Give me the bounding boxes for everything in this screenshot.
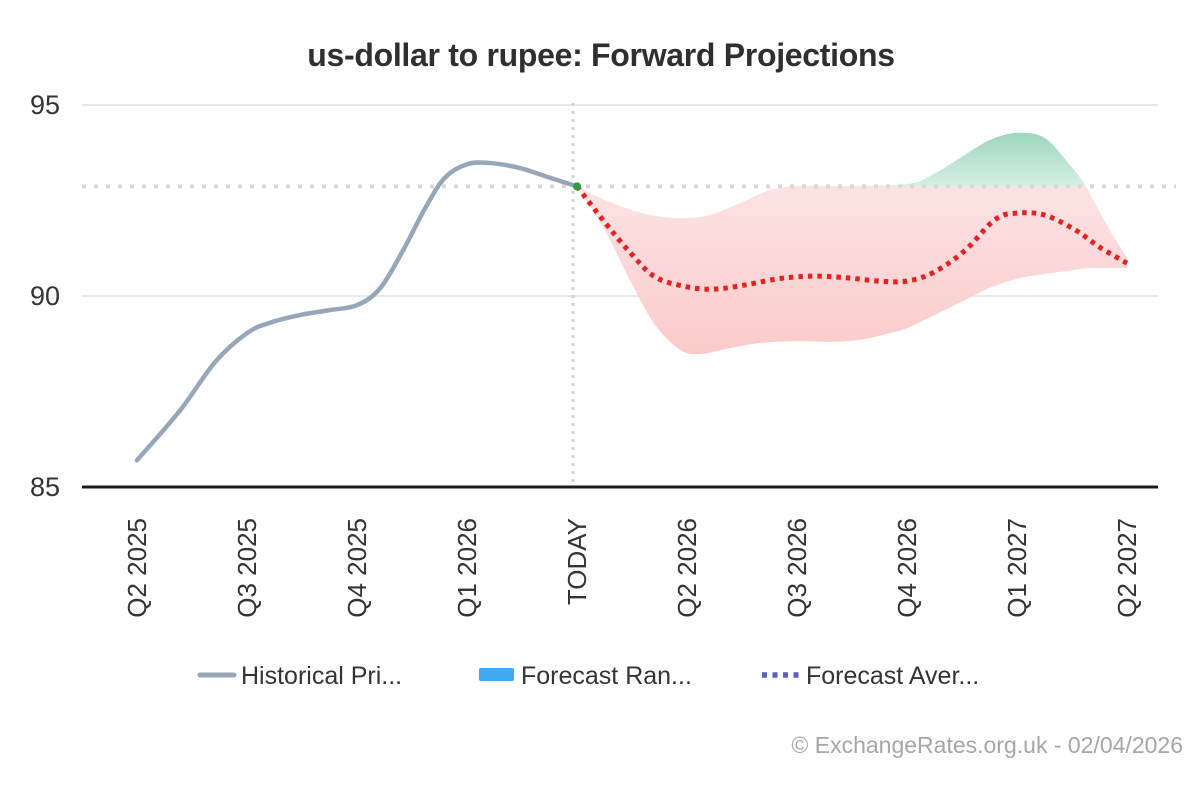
x-tick-label-q1-2027: Q1 2027	[1002, 518, 1032, 618]
forecast-range-swatch-icon	[479, 668, 514, 681]
x-tick-label-q2-2026: Q2 2026	[672, 518, 702, 618]
x-tick-label-q4-2026: Q4 2026	[892, 518, 922, 618]
y-tick-label-85: 85	[30, 472, 60, 502]
legend-label-historical-price: Historical Pri...	[241, 662, 402, 690]
today-marker-dot	[573, 182, 581, 191]
forecast-range-area-below	[577, 186, 1127, 355]
x-tick-label-today: TODAY	[562, 518, 592, 605]
today-guides-layer	[82, 103, 1176, 487]
chart-title: us-dollar to rupee: Forward Projections	[307, 37, 895, 73]
axis-ticks-layer: 85 90 95 Q2 2025 Q3 2025 Q4 2025 Q1 2026 TODAY Q…	[30, 90, 1142, 618]
series-lines-layer	[134, 160, 1129, 463]
x-tick-label-q2-2025: Q2 2025	[122, 518, 152, 618]
legend-item-historical-price[interactable]: Historical Pri...	[197, 662, 402, 690]
x-tick-label-q3-2026: Q3 2026	[782, 518, 812, 618]
legend-item-forecast-range[interactable]: Forecast Ran...	[479, 662, 692, 690]
historical-price-line	[134, 160, 580, 463]
legend: Historical Pri... Forecast Ran... Foreca…	[197, 662, 979, 690]
x-tick-label-q4-2025: Q4 2025	[342, 518, 372, 618]
watermark: © ExchangeRates.org.uk - 02/04/2026	[791, 732, 1183, 758]
y-tick-label-90: 90	[30, 281, 60, 311]
forecast-range-area-above	[790, 132, 1086, 187]
legend-item-forecast-average[interactable]: Forecast Aver...	[762, 662, 979, 690]
gridlines-layer	[82, 104, 1158, 489]
legend-label-forecast-range: Forecast Ran...	[521, 662, 692, 690]
x-tick-label-q3-2025: Q3 2025	[232, 518, 262, 618]
x-tick-label-q2-2027: Q2 2027	[1112, 518, 1142, 618]
y-tick-label-95: 95	[30, 90, 60, 120]
forecast-range-band-layer	[577, 132, 1127, 355]
forecast-average-line	[575, 184, 1129, 292]
x-tick-label-q1-2026: Q1 2026	[452, 518, 482, 618]
legend-label-forecast-average: Forecast Aver...	[806, 662, 979, 690]
